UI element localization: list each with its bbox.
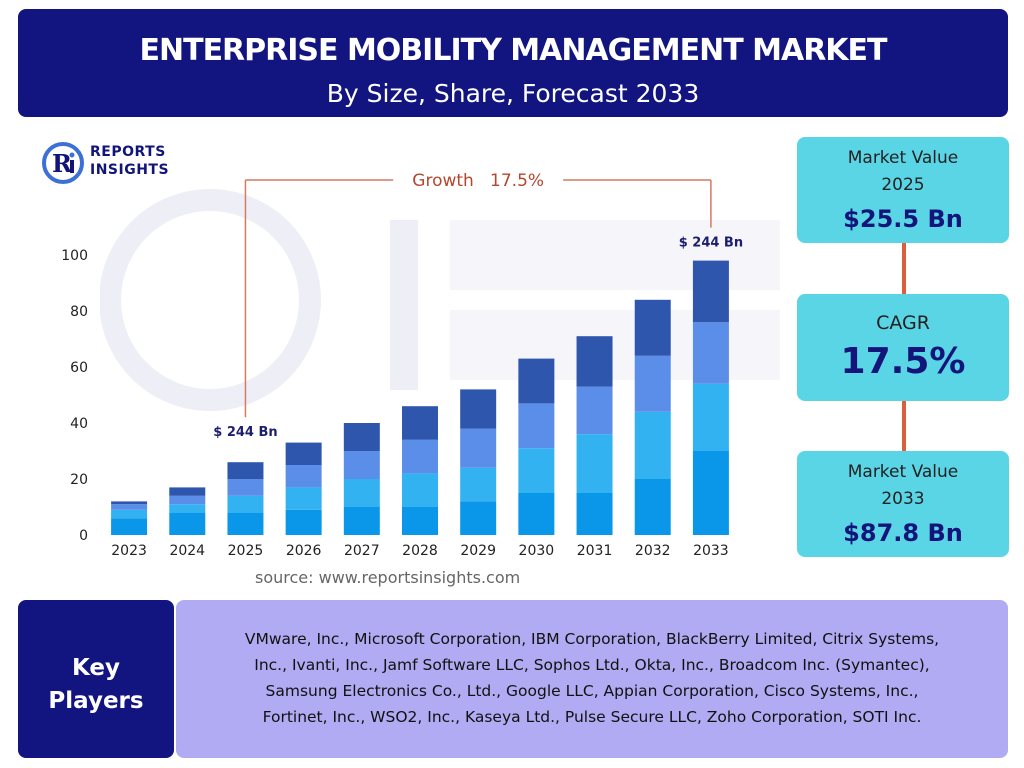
bar-segment (460, 428, 497, 468)
growth-bracket: Growth 17.5% (244, 171, 712, 418)
bar-segment (692, 383, 729, 451)
x-tick-label: 2025 (228, 543, 264, 559)
y-axis: 0 20 40 60 80 100 (61, 248, 88, 544)
bar-segment (634, 355, 671, 412)
bar-segment (227, 462, 264, 479)
bar-segment (460, 467, 497, 502)
key-players-heading-line1: Key (71, 655, 120, 681)
bar-segment (576, 493, 613, 535)
bar-segment (576, 434, 613, 493)
bar-segment (169, 487, 206, 496)
x-tick-label: 2030 (519, 543, 555, 559)
bar-segment (227, 479, 264, 496)
bar-segment (518, 403, 555, 449)
key-players-line: Fortinet, Inc., WSO2, Inc., Kaseya Ltd.,… (262, 708, 922, 726)
bar-segment (402, 473, 438, 507)
y-tick-label: 60 (70, 360, 88, 376)
x-tick-label: 2023 (111, 543, 147, 559)
cagr-label: CAGR (876, 312, 930, 334)
bars (111, 260, 729, 535)
bar-segment (285, 487, 322, 510)
end-value-label: $ 244 Bn (679, 236, 743, 251)
bar-segment (634, 299, 671, 356)
market-value-2033-year: 2033 (881, 489, 925, 509)
bar-segment (227, 512, 264, 535)
page-title: ENTERPRISE MOBILITY MANAGEMENT MARKET (139, 33, 888, 68)
y-tick-label: 20 (70, 472, 88, 488)
bar-segment (634, 411, 671, 479)
bar-segment (169, 495, 206, 505)
market-value-2025-label: Market Value (847, 148, 959, 168)
source-note: source: www.reportsinsights.com (255, 568, 521, 587)
bar-segment (111, 501, 148, 505)
bar-segment (518, 358, 555, 404)
bar-segment (285, 442, 322, 465)
stat-connector-top (902, 243, 906, 294)
bar-segment (343, 451, 380, 479)
x-tick-label: 2027 (344, 543, 380, 559)
bar-segment (169, 504, 206, 513)
x-tick-label: 2033 (693, 543, 729, 559)
bar-segment (460, 389, 497, 429)
bar-segment (576, 386, 613, 435)
bar-segment (518, 493, 555, 535)
bar-segment (460, 501, 497, 535)
x-tick-label: 2028 (402, 543, 438, 559)
x-axis: 2023 2024 2025 2026 2027 2028 2029 2030 2031 2032… (111, 543, 728, 559)
y-tick-label: 40 (70, 416, 88, 432)
key-players-heading-line2: Players (48, 688, 144, 714)
x-tick-label: 2026 (286, 543, 322, 559)
bar-segment (692, 260, 729, 323)
bar-segment (692, 451, 729, 535)
market-value-2033-card: Market Value 2033 $87.8 Bn (797, 451, 1009, 557)
y-tick-label: 0 (79, 528, 88, 544)
logo-text-line2: INSIGHTS (90, 162, 170, 178)
svg-text:R: R (52, 149, 73, 178)
market-value-2025-year: 2025 (881, 175, 925, 195)
market-value-2033-label: Market Value (847, 462, 959, 482)
bar-segment (111, 509, 148, 519)
key-players-list: VMware, Inc., Microsoft Corporation, IBM… (176, 600, 1008, 758)
bar-segment (285, 509, 322, 535)
cagr-card: CAGR 17.5% (797, 294, 1009, 401)
bar-segment (111, 518, 148, 535)
bar-segment (576, 336, 613, 387)
bar-segment (111, 504, 148, 510)
market-value-2033-value: $87.8 Bn (843, 519, 963, 547)
y-tick-label: 100 (61, 248, 88, 264)
logo-text-line1: REPORTS (90, 144, 166, 160)
logo-mark-icon: R (42, 142, 84, 184)
x-tick-label: 2024 (169, 543, 205, 559)
x-tick-label: 2032 (635, 543, 671, 559)
header-banner: ENTERPRISE MOBILITY MANAGEMENT MARKET By… (18, 9, 1008, 117)
bar-segment (402, 507, 438, 535)
growth-label: Growth 17.5% (412, 171, 544, 191)
bar-segment (343, 423, 380, 451)
key-players-heading: Key Players (18, 600, 174, 758)
start-value-label: $ 244 Bn (213, 425, 277, 440)
market-value-2025-value: $25.5 Bn (843, 205, 963, 233)
x-tick-label: 2029 (460, 543, 496, 559)
bar-segment (402, 439, 438, 474)
key-players-line: VMware, Inc., Microsoft Corporation, IBM… (244, 630, 940, 648)
bar-segment (692, 322, 729, 384)
y-tick-label: 80 (70, 304, 88, 320)
stat-connector-bottom (902, 401, 906, 451)
key-players-line: Inc., Ivanti, Inc., Jamf Software LLC, S… (254, 656, 930, 674)
x-tick-label: 2031 (577, 543, 613, 559)
bar-segment (285, 465, 322, 488)
bar-segment (343, 479, 380, 507)
market-value-2025-card: Market Value 2025 $25.5 Bn (797, 137, 1009, 243)
reports-insights-logo: R REPORTS INSIGHTS (40, 140, 180, 186)
bar-segment (518, 448, 555, 493)
bar-segment (343, 507, 380, 535)
bar-segment (634, 479, 671, 535)
bar-segment (227, 495, 264, 513)
bar-segment (402, 406, 438, 440)
cagr-value: 17.5% (840, 341, 966, 382)
page-subtitle: By Size, Share, Forecast 2033 (326, 79, 700, 108)
key-players-line: Samsung Electronics Co., Ltd., Google LL… (265, 682, 919, 700)
bar-segment (169, 512, 206, 535)
